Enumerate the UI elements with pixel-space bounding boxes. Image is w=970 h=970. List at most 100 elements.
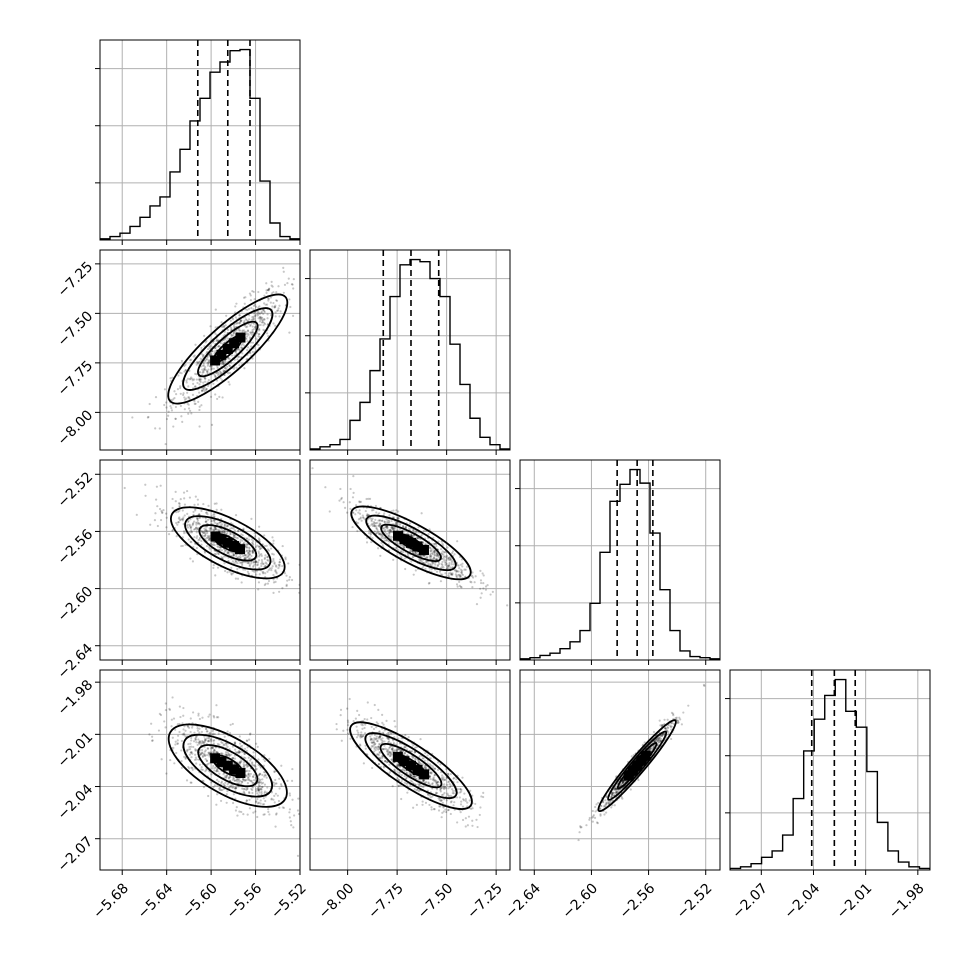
sample-point	[198, 516, 201, 519]
sample-point	[428, 803, 431, 807]
sample-point	[251, 788, 254, 792]
sample-point	[267, 549, 271, 552]
sample-point	[242, 568, 245, 571]
sample-point	[459, 575, 462, 579]
sample-point	[423, 764, 426, 767]
sample-point	[450, 559, 454, 562]
sample-point	[381, 756, 384, 759]
sample-point	[209, 365, 212, 368]
sample-point	[585, 824, 588, 827]
sample-point	[208, 538, 211, 542]
sample-point	[204, 727, 208, 730]
sample-point	[383, 729, 386, 732]
sample-point	[198, 408, 201, 412]
sample-point	[442, 786, 445, 789]
sample-point	[260, 790, 263, 794]
sample-point	[182, 392, 185, 395]
sample-point	[218, 395, 221, 398]
sample-point	[224, 781, 227, 784]
density-peak	[412, 765, 423, 776]
sample-point	[266, 289, 270, 292]
sample-point	[251, 550, 254, 553]
histogram-panel-0	[95, 39, 301, 245]
sample-point	[447, 556, 451, 559]
sample-point	[190, 745, 193, 748]
sample-point	[183, 725, 186, 728]
sample-point	[377, 532, 380, 535]
sample-point	[223, 562, 226, 565]
sample-point	[248, 546, 251, 549]
sample-point	[447, 558, 450, 561]
sample-point	[190, 358, 193, 361]
sample-point	[176, 739, 179, 742]
density-contour	[197, 744, 259, 788]
sample-point	[431, 553, 434, 556]
sample-point	[605, 803, 608, 806]
sample-point	[440, 552, 443, 555]
sample-point	[293, 814, 296, 817]
panel-plot-area	[100, 250, 300, 450]
sample-point	[261, 319, 265, 322]
sample-point	[222, 361, 225, 364]
sample-point	[227, 752, 231, 756]
sample-point	[227, 777, 230, 780]
density-peak	[405, 537, 416, 548]
sample-point	[290, 779, 294, 782]
sample-point	[266, 582, 270, 585]
sample-point	[431, 778, 434, 781]
sample-point	[429, 771, 432, 774]
sample-point	[237, 751, 240, 754]
sample-point	[441, 774, 444, 777]
sample-point	[180, 544, 183, 548]
sample-point	[260, 792, 263, 795]
sample-point	[188, 523, 191, 526]
sample-point	[259, 312, 262, 315]
sample-point	[266, 548, 269, 551]
sample-point	[213, 749, 216, 752]
sample-point	[194, 343, 197, 346]
sample-point	[201, 530, 204, 533]
sample-point	[259, 787, 262, 790]
sample-point	[456, 585, 459, 588]
panel-plot-area	[310, 460, 510, 660]
sample-point	[237, 348, 240, 351]
sample-point	[415, 537, 419, 540]
sample-point	[615, 787, 618, 791]
sample-point	[148, 733, 151, 736]
sample-point	[433, 808, 436, 811]
sample-point	[655, 739, 658, 743]
sample-point	[195, 758, 198, 761]
sample-point	[479, 596, 482, 599]
sample-point	[444, 560, 447, 564]
sample-point	[459, 563, 462, 566]
sample-point	[216, 523, 219, 526]
sample-point	[436, 554, 439, 557]
sample-point	[468, 799, 471, 802]
sample-point	[208, 359, 211, 362]
sample-point	[373, 703, 376, 707]
sample-point	[174, 500, 177, 503]
sample-point	[281, 806, 284, 809]
sample-point	[226, 571, 229, 574]
sample-point	[413, 551, 416, 554]
sample-point	[193, 402, 196, 406]
sample-point	[219, 362, 222, 365]
sample-point	[261, 781, 265, 784]
sample-point	[233, 326, 236, 329]
sample-point	[189, 409, 192, 412]
sample-point	[245, 537, 248, 540]
sample-point	[482, 791, 485, 795]
sample-point	[382, 766, 386, 769]
sample-point	[215, 751, 219, 754]
sample-point	[245, 319, 248, 322]
sample-point	[258, 788, 261, 791]
sample-point	[365, 514, 369, 517]
sample-point	[220, 780, 224, 783]
sample-point	[201, 389, 204, 392]
sample-point	[219, 372, 222, 375]
sample-point	[251, 551, 254, 554]
sample-point	[220, 741, 223, 744]
sample-point	[267, 579, 271, 583]
sample-point	[594, 810, 597, 813]
sample-point	[257, 581, 261, 584]
